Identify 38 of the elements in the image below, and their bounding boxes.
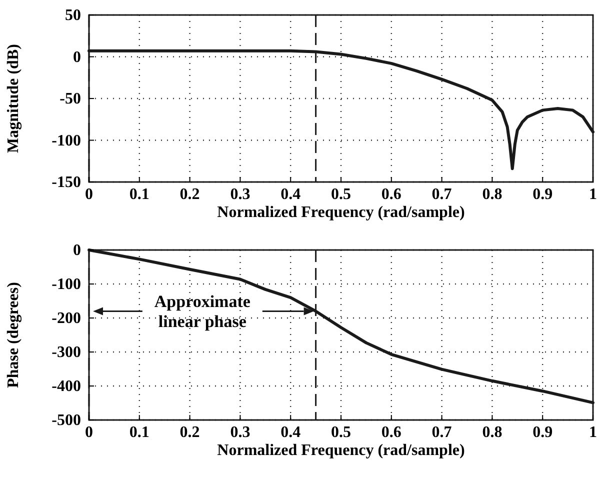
y-tick-label: -50 <box>60 90 81 108</box>
x-tick-label: 0.4 <box>280 186 301 203</box>
y-tick-label: -150 <box>52 174 81 191</box>
x-tick-label: 0.1 <box>129 424 150 441</box>
y-axis-title: Magnitude (dB) <box>5 44 22 153</box>
y-axis-title: Phase (degrees) <box>5 282 22 388</box>
x-tick-label: 0.7 <box>432 424 452 441</box>
x-tick-label: 0.3 <box>230 424 250 441</box>
y-tick-label: -200 <box>52 310 81 327</box>
y-tick-label: -500 <box>52 412 81 429</box>
y-tick-label: 0 <box>73 242 81 259</box>
x-axis-title: Normalized Frequency (rad/sample) <box>217 204 465 221</box>
x-tick-label: 0.5 <box>331 424 351 441</box>
y-tick-label: -100 <box>52 132 81 150</box>
annotation: Approximate linear phase <box>154 292 251 332</box>
x-tick-label: 0.4 <box>280 424 301 441</box>
x-tick-label: 0.2 <box>180 186 200 203</box>
x-tick-label: 0.9 <box>532 424 553 441</box>
x-tick-label: 0.6 <box>381 424 402 441</box>
x-tick-label: 1 <box>589 424 597 441</box>
x-tick-label: 0.6 <box>381 186 402 203</box>
x-tick-label: 0.8 <box>482 424 502 441</box>
x-tick-label: 0.3 <box>230 186 250 203</box>
x-tick-label: 1 <box>589 186 597 203</box>
y-tick-label: -300 <box>52 344 81 361</box>
x-tick-label: 0.7 <box>432 186 452 203</box>
y-tick-label: -100 <box>52 276 81 293</box>
x-tick-label: 0.9 <box>532 186 553 203</box>
y-tick-label: -400 <box>52 378 81 395</box>
x-tick-label: 0 <box>85 424 93 441</box>
x-axis-title: Normalized Frequency (rad/sample) <box>217 442 465 459</box>
x-tick-label: 0 <box>85 186 93 203</box>
x-tick-label: 0.2 <box>180 424 200 441</box>
x-tick-label: 0.1 <box>129 186 150 203</box>
y-tick-label: 0 <box>73 48 81 66</box>
x-tick-label: 0.8 <box>482 186 502 203</box>
x-tick-label: 0.5 <box>331 186 351 203</box>
y-tick-label: 50 <box>65 7 81 24</box>
